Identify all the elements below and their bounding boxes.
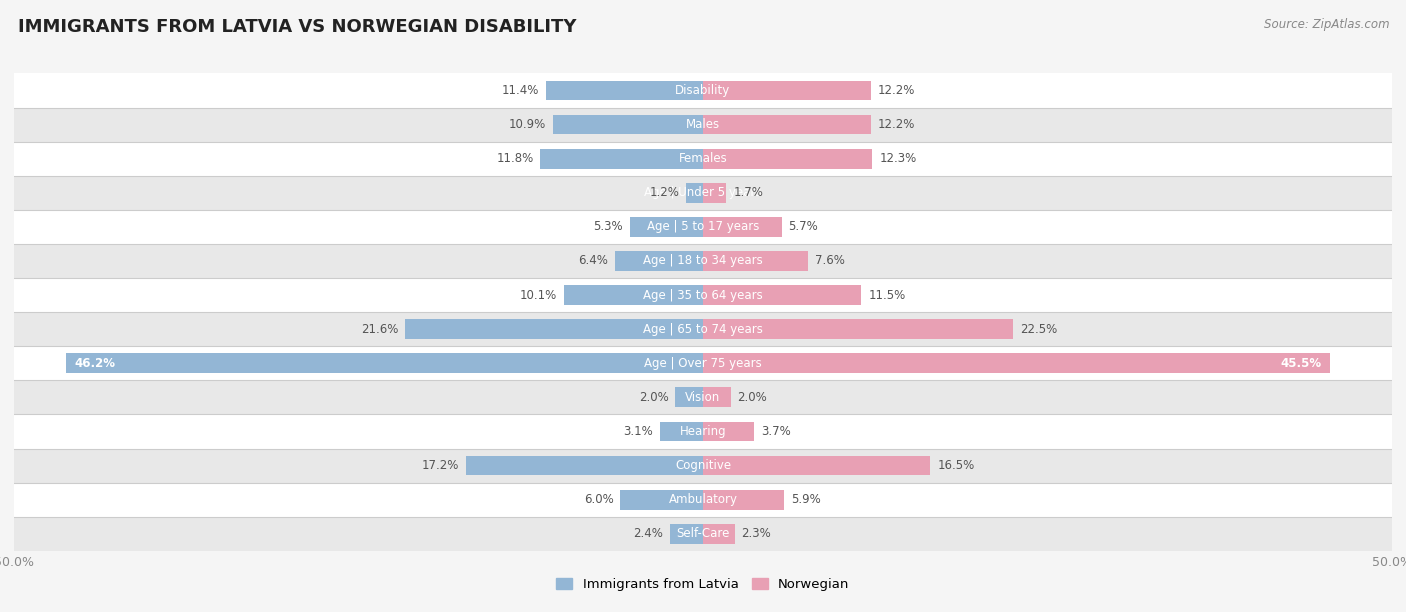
Bar bbox=[14, 449, 1392, 483]
Text: Age | 18 to 34 years: Age | 18 to 34 years bbox=[643, 255, 763, 267]
Bar bbox=[630, 217, 703, 237]
Text: Self-Care: Self-Care bbox=[676, 528, 730, 540]
Text: 10.1%: 10.1% bbox=[520, 289, 557, 302]
Bar bbox=[14, 346, 1392, 380]
Text: 12.2%: 12.2% bbox=[877, 84, 915, 97]
Bar bbox=[553, 114, 703, 135]
Text: 10.9%: 10.9% bbox=[509, 118, 546, 131]
Text: 2.3%: 2.3% bbox=[741, 528, 772, 540]
Bar bbox=[14, 380, 1392, 414]
Bar bbox=[703, 81, 872, 100]
Bar bbox=[703, 251, 807, 271]
Text: Cognitive: Cognitive bbox=[675, 459, 731, 472]
Text: 2.4%: 2.4% bbox=[633, 528, 664, 540]
Text: Ambulatory: Ambulatory bbox=[668, 493, 738, 506]
Text: Disability: Disability bbox=[675, 84, 731, 97]
Bar bbox=[661, 422, 703, 441]
Bar bbox=[614, 251, 703, 271]
Text: 45.5%: 45.5% bbox=[1281, 357, 1322, 370]
Bar bbox=[703, 183, 727, 203]
Text: 22.5%: 22.5% bbox=[1019, 323, 1057, 335]
Text: 3.1%: 3.1% bbox=[624, 425, 654, 438]
Text: Source: ZipAtlas.com: Source: ZipAtlas.com bbox=[1264, 18, 1389, 31]
Text: 1.2%: 1.2% bbox=[650, 186, 679, 200]
Bar bbox=[14, 210, 1392, 244]
Text: 6.0%: 6.0% bbox=[583, 493, 613, 506]
Text: 3.7%: 3.7% bbox=[761, 425, 790, 438]
Bar bbox=[540, 149, 703, 168]
Bar bbox=[669, 524, 703, 543]
Text: 16.5%: 16.5% bbox=[938, 459, 974, 472]
Bar bbox=[14, 312, 1392, 346]
Bar bbox=[14, 141, 1392, 176]
Text: Age | 35 to 64 years: Age | 35 to 64 years bbox=[643, 289, 763, 302]
Text: Age | Over 75 years: Age | Over 75 years bbox=[644, 357, 762, 370]
Bar bbox=[703, 114, 872, 135]
Text: 46.2%: 46.2% bbox=[75, 357, 115, 370]
Text: 11.4%: 11.4% bbox=[502, 84, 538, 97]
Bar bbox=[686, 183, 703, 203]
Text: Females: Females bbox=[679, 152, 727, 165]
Bar bbox=[703, 149, 873, 168]
Text: Age | Under 5 years: Age | Under 5 years bbox=[644, 186, 762, 200]
Text: Males: Males bbox=[686, 118, 720, 131]
Text: 11.5%: 11.5% bbox=[869, 289, 905, 302]
Bar bbox=[14, 244, 1392, 278]
Bar bbox=[14, 176, 1392, 210]
Bar bbox=[703, 422, 754, 441]
Text: 12.2%: 12.2% bbox=[877, 118, 915, 131]
Bar bbox=[620, 490, 703, 510]
Bar bbox=[703, 387, 731, 407]
Text: Vision: Vision bbox=[685, 391, 721, 404]
Text: 21.6%: 21.6% bbox=[361, 323, 398, 335]
Bar bbox=[703, 490, 785, 510]
Text: Hearing: Hearing bbox=[679, 425, 727, 438]
Text: 2.0%: 2.0% bbox=[738, 391, 768, 404]
Bar bbox=[703, 524, 735, 543]
Text: 6.4%: 6.4% bbox=[578, 255, 607, 267]
Bar bbox=[465, 456, 703, 476]
Bar bbox=[703, 285, 862, 305]
Text: 5.7%: 5.7% bbox=[789, 220, 818, 233]
Text: Age | 5 to 17 years: Age | 5 to 17 years bbox=[647, 220, 759, 233]
Text: 12.3%: 12.3% bbox=[879, 152, 917, 165]
Bar bbox=[66, 353, 703, 373]
Bar bbox=[703, 319, 1012, 339]
Bar bbox=[14, 483, 1392, 517]
Legend: Immigrants from Latvia, Norwegian: Immigrants from Latvia, Norwegian bbox=[551, 573, 855, 597]
Bar bbox=[14, 278, 1392, 312]
Bar bbox=[14, 73, 1392, 108]
Text: 7.6%: 7.6% bbox=[814, 255, 845, 267]
Bar bbox=[564, 285, 703, 305]
Bar bbox=[703, 217, 782, 237]
Text: 17.2%: 17.2% bbox=[422, 459, 460, 472]
Text: IMMIGRANTS FROM LATVIA VS NORWEGIAN DISABILITY: IMMIGRANTS FROM LATVIA VS NORWEGIAN DISA… bbox=[18, 18, 576, 36]
Text: 2.0%: 2.0% bbox=[638, 391, 669, 404]
Bar bbox=[14, 517, 1392, 551]
Bar bbox=[14, 108, 1392, 141]
Text: 5.3%: 5.3% bbox=[593, 220, 623, 233]
Bar bbox=[546, 81, 703, 100]
Text: 1.7%: 1.7% bbox=[734, 186, 763, 200]
Bar bbox=[675, 387, 703, 407]
Bar bbox=[405, 319, 703, 339]
Bar bbox=[703, 353, 1330, 373]
Bar bbox=[703, 456, 931, 476]
Text: Age | 65 to 74 years: Age | 65 to 74 years bbox=[643, 323, 763, 335]
Text: 11.8%: 11.8% bbox=[496, 152, 533, 165]
Bar bbox=[14, 414, 1392, 449]
Text: 5.9%: 5.9% bbox=[792, 493, 821, 506]
